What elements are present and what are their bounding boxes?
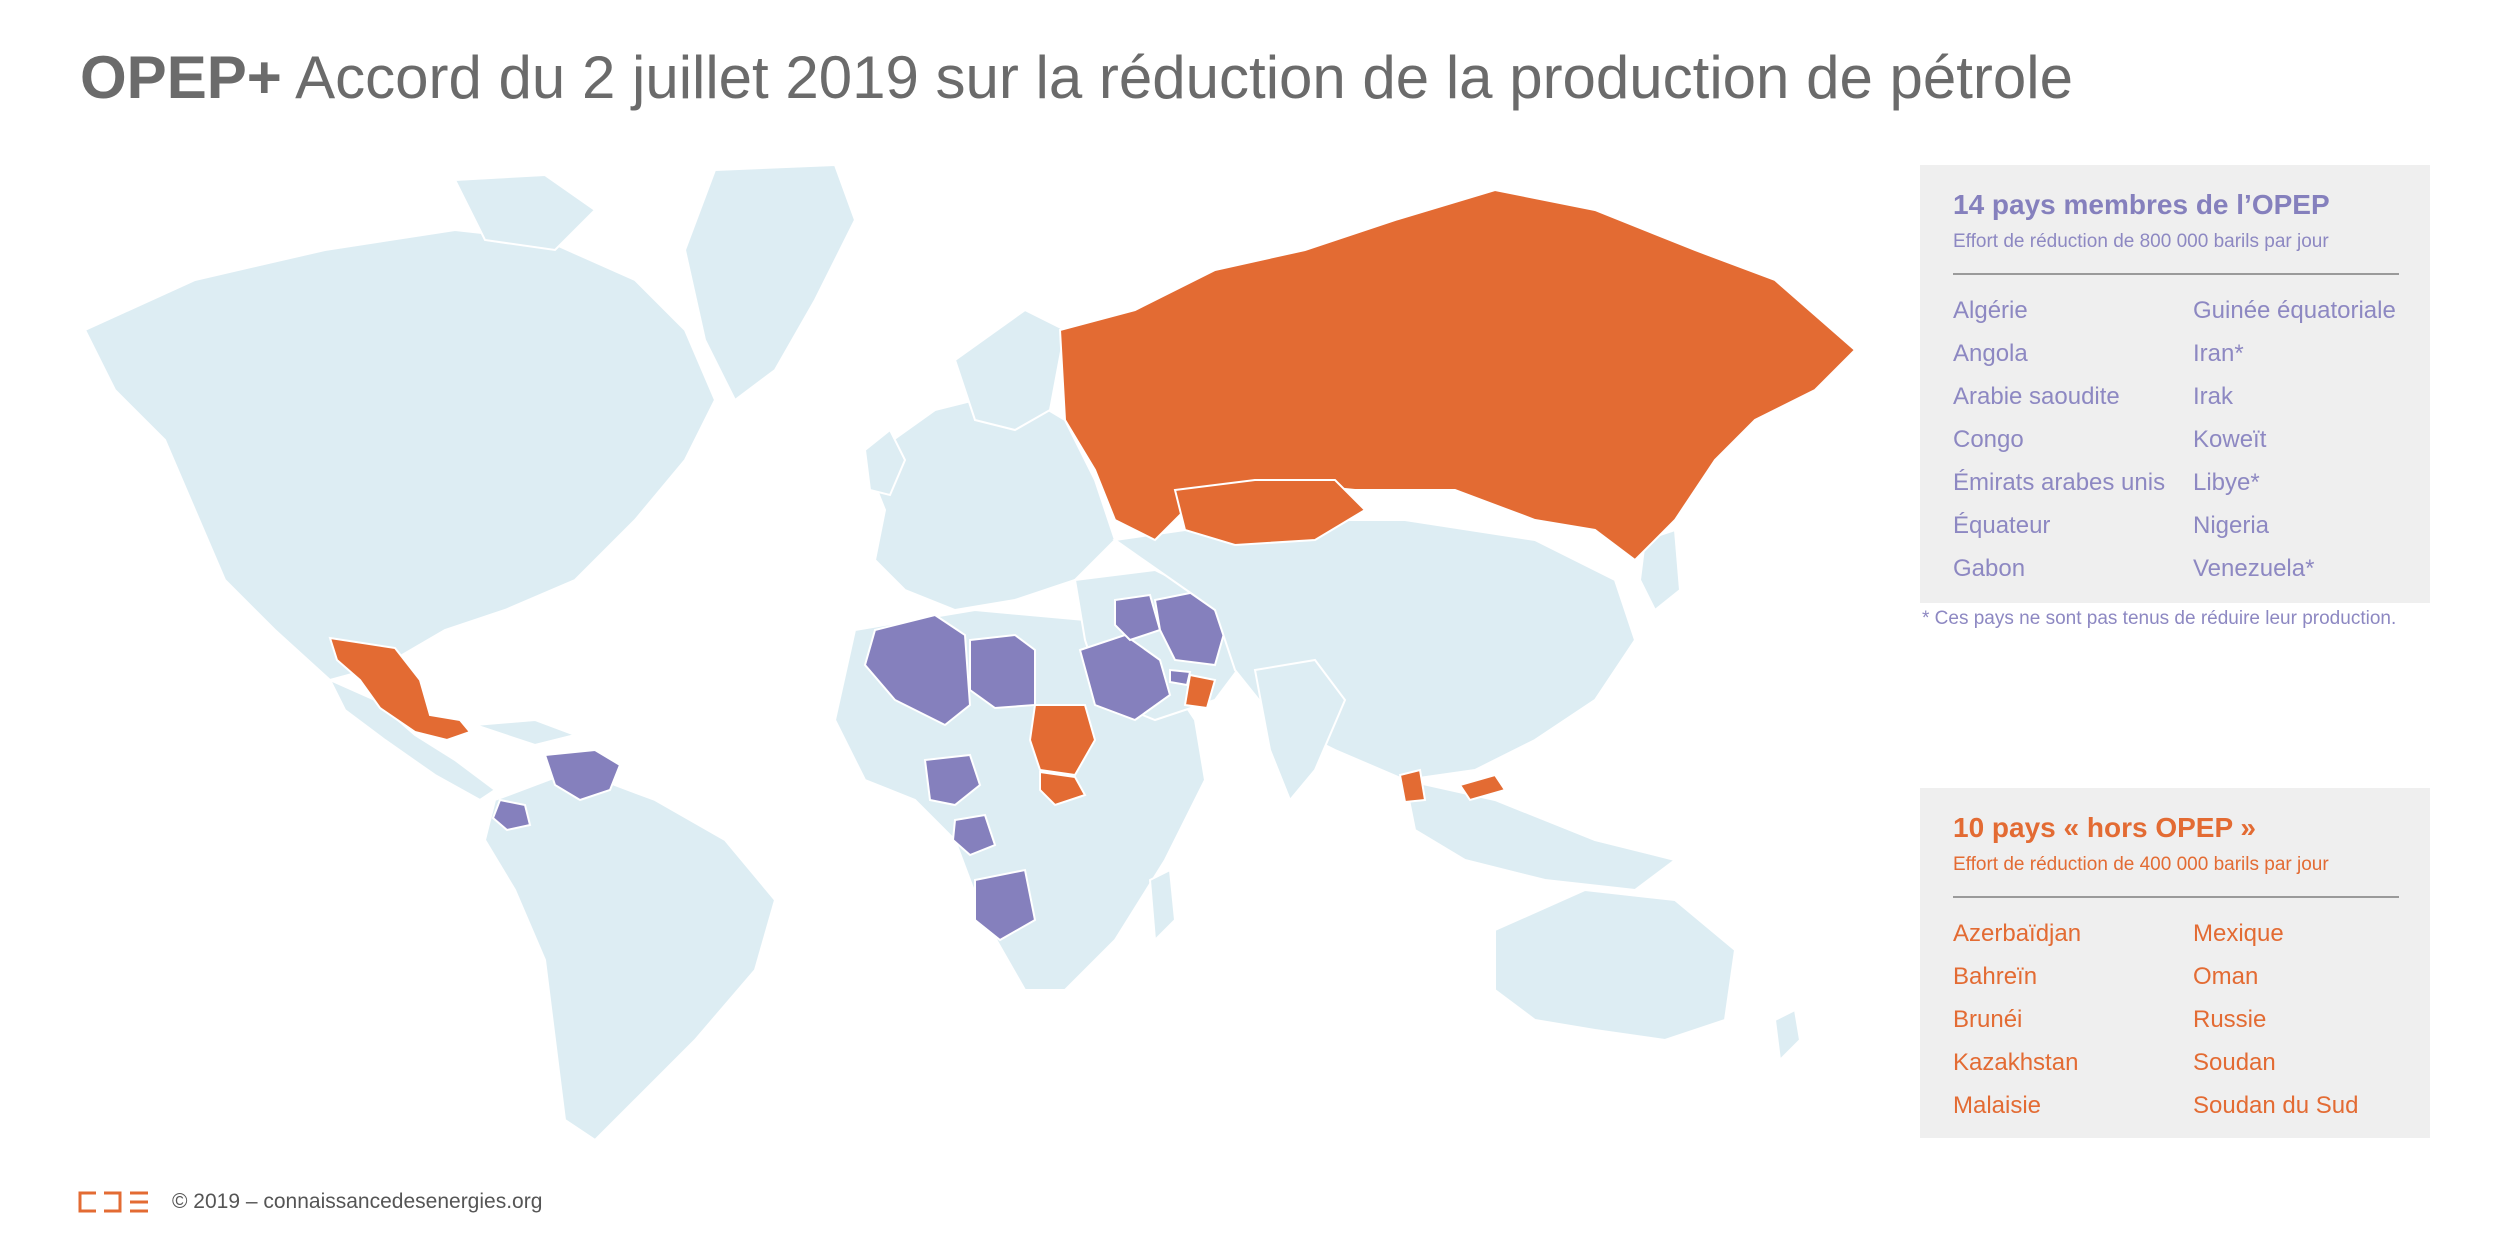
list-item: Oman [2193,963,2259,990]
map-uae [1169,668,1192,687]
list-item: Algérie [1953,297,2028,324]
list-item: Équateur [1953,512,2051,539]
list-item: Angola [1953,340,2028,367]
list-item: Arabie saoudite [1953,383,2120,410]
map-mexico [328,636,472,742]
map-malaysia-borneo [1458,773,1507,802]
map-australia [1494,888,1737,1042]
map-caribbean [474,718,579,747]
map-nigeria [923,753,982,807]
map-south-america [483,768,777,1142]
list-item: Koweït [2193,426,2267,453]
map-libya [969,633,1036,710]
opec-country-list: Algérie Guinée équatoriale Angola Iran* … [1953,289,2423,590]
cde-logo-icon [78,1191,148,1213]
list-item: Brunéi [1953,1006,2023,1033]
non-opec-panel-divider [1953,896,2399,898]
list-item: Venezuela* [2193,555,2315,582]
non-opec-panel: 10 pays « hors OPEP » Effort de réductio… [1920,788,2430,1138]
map-scandinavia [953,308,1067,432]
map-angola [974,868,1037,942]
list-item: Libye* [2193,469,2260,496]
list-item: Nigeria [2193,512,2270,539]
map-venezuela [543,748,622,802]
map-uk [863,428,907,497]
map-madagascar [1148,868,1177,943]
map-japan [1638,528,1682,612]
map-new-zealand [1773,1008,1802,1063]
map-oman [1183,673,1217,710]
opec-panel-divider [1953,273,2399,275]
list-item: Iran* [2193,340,2244,367]
map-greenland [683,163,857,402]
list-item: Émirats arabes unis [1953,469,2166,496]
list-item: Malaisie [1953,1092,2042,1119]
map-iraq [1114,593,1162,642]
map-arctic-islands [453,173,597,252]
map-russia [1058,188,1857,562]
title-text: Accord du 2 juillet 2019 sur la réductio… [281,44,2073,111]
opec-panel-heading: 14 pays membres de l’OPEP [1953,189,2330,220]
list-item: Guinée équatoriale [2193,297,2396,324]
title-bold: OPEP+ [80,44,282,111]
list-item: Bahreïn [1953,963,2038,990]
non-opec-panel-heading: 10 pays « hors OPEP » [1953,812,2256,843]
map-north-america [83,228,717,682]
map-asia [1112,519,1637,782]
map-south-sudan [1039,770,1087,807]
non-opec-country-list: Azerbaïdjan Mexique Bahreïn Oman Brunéi … [1953,912,2423,1127]
opec-panel-subtitle: Effort de réduction de 800 000 barils pa… [1953,231,2329,252]
map-sudan [1028,704,1097,777]
list-item: Congo [1953,426,2024,453]
map-southeast-asia [1403,778,1678,892]
map-india [1253,658,1347,802]
list-item: Irak [2193,383,2234,410]
map-algeria [863,613,972,727]
list-item: Gabon [1953,555,2026,582]
page-title: OPEP+ Accord du 2 juillet 2019 sur la ré… [80,38,2073,118]
world-map [83,163,1857,1142]
map-gabon-congo [951,813,997,857]
map-kazakhstan [1173,479,1367,547]
list-item: Kazakhstan [1953,1049,2079,1076]
map-malaysia [1398,768,1427,804]
list-item: Azerbaïdjan [1953,920,2082,947]
list-item: Soudan [2193,1049,2276,1076]
footer: © 2019 – connaissancedesenergies.org [78,1186,542,1218]
list-item: Russie [2193,1006,2267,1033]
opec-members-panel: 14 pays membres de l’OPEP Effort de rédu… [1920,165,2430,603]
copyright-text: © 2019 – connaissancedesenergies.org [172,1190,543,1213]
map-ecuador [491,798,532,832]
list-item: Soudan du Sud [2193,1092,2359,1119]
list-item: Mexique [2193,920,2284,947]
non-opec-panel-subtitle: Effort de réduction de 400 000 barils pa… [1953,854,2329,875]
opec-footnote: * Ces pays ne sont pas tenus de réduire … [1922,608,2397,629]
